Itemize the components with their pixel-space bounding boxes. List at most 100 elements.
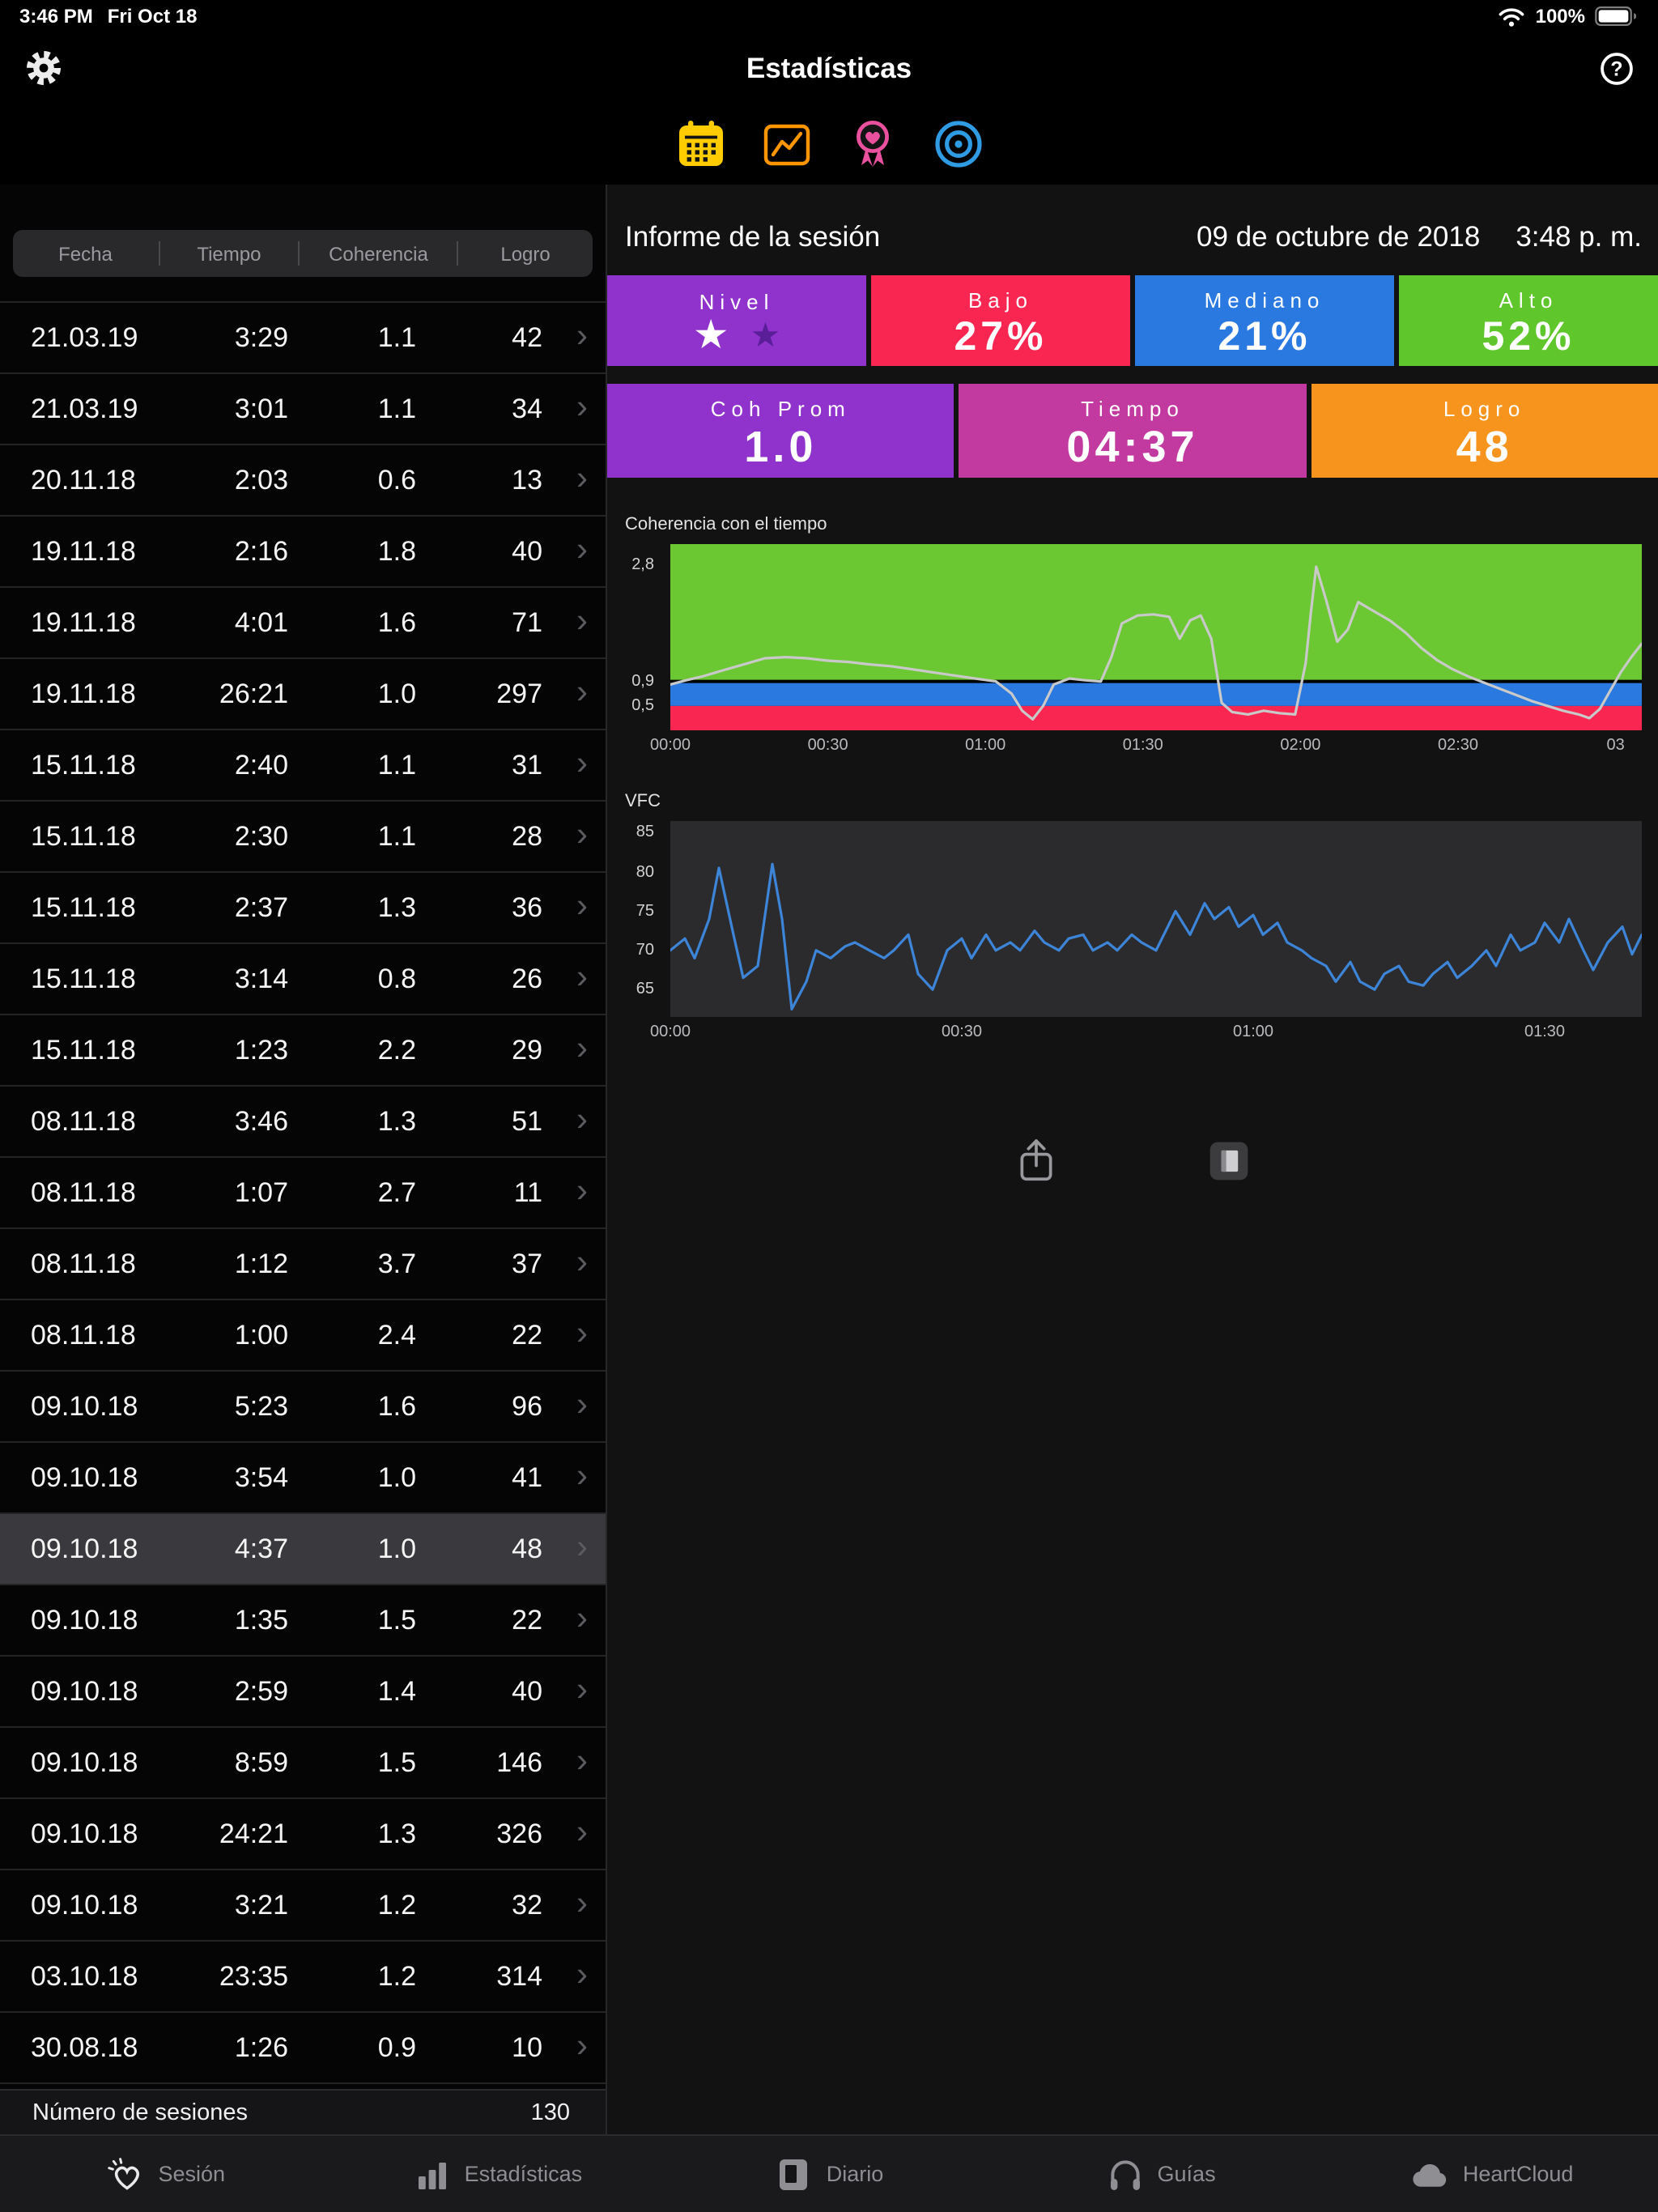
cell-fecha: 15.11.18 — [31, 820, 136, 851]
session-row[interactable]: 03.10.18 23:35 1.2 314 › — [0, 1942, 606, 2013]
session-row[interactable]: 09.10.18 3:21 1.2 32 › — [0, 1870, 606, 1942]
cell-tiempo: 2:59 — [234, 1675, 288, 1706]
subtab-goals[interactable] — [930, 117, 985, 172]
nav-bar: Estadísticas ? — [0, 32, 1658, 104]
session-row[interactable]: 09.10.18 2:59 1.4 40 › — [0, 1657, 606, 1728]
session-row[interactable]: 19.11.18 4:01 1.6 71 › — [0, 588, 606, 659]
cell-fecha: 21.03.19 — [31, 393, 138, 423]
chevron-right-icon: › — [576, 1529, 588, 1566]
cell-logro: 32 — [512, 1889, 542, 1920]
cell-fecha: 15.11.18 — [31, 749, 136, 780]
chevron-right-icon: › — [576, 1885, 588, 1922]
column-fecha[interactable]: Fecha — [58, 242, 113, 265]
stat-logro: Logro 48 — [1311, 384, 1658, 478]
tab-sesion[interactable]: Sesión — [0, 2136, 332, 2212]
stat-tiempo: Tiempo 04:37 — [959, 384, 1307, 478]
cell-logro: 48 — [512, 1533, 542, 1563]
cell-fecha: 09.10.18 — [31, 1604, 138, 1635]
coherence-plot — [669, 544, 1643, 738]
session-row[interactable]: 09.10.18 1:35 1.5 22 › — [0, 1585, 606, 1657]
subtab-progress[interactable] — [759, 117, 814, 172]
column-tiempo[interactable]: Tiempo — [197, 242, 261, 265]
cell-coherencia: 0.9 — [377, 2031, 416, 2062]
session-row[interactable]: 08.11.18 1:00 2.4 22 › — [0, 1300, 606, 1372]
tab-estadisticas[interactable]: Estadísticas — [332, 2136, 664, 2212]
cell-fecha: 15.11.18 — [31, 1034, 136, 1065]
cell-tiempo: 4:01 — [234, 606, 288, 637]
report-date: 09 de octubre de 2018 — [1197, 219, 1481, 252]
chevron-right-icon: › — [576, 1315, 588, 1352]
session-row[interactable]: 15.11.18 2:40 1.1 31 › — [0, 730, 606, 802]
tab-diario[interactable]: Diario — [663, 2136, 995, 2212]
tab-heartcloud[interactable]: HeartCloud — [1326, 2136, 1658, 2212]
cell-fecha: 09.10.18 — [31, 1533, 138, 1563]
cell-coherencia: 1.0 — [377, 1533, 416, 1563]
bar-chart-icon — [413, 2155, 452, 2193]
main-content: Fecha Tiempo Coherencia Logro 21.03.19 3:… — [0, 185, 1658, 2134]
session-count-label: Número de sesiones — [32, 2099, 248, 2125]
cell-logro: 40 — [512, 535, 542, 566]
cell-coherencia: 1.8 — [377, 535, 416, 566]
stat-value: 04:37 — [1066, 422, 1199, 470]
share-icon[interactable] — [1014, 1137, 1056, 1185]
cell-tiempo: 3:54 — [234, 1461, 288, 1492]
session-row[interactable]: 09.10.18 5:23 1.6 96 › — [0, 1372, 606, 1443]
settings-gear-icon[interactable] — [24, 49, 63, 87]
session-table-body[interactable]: 21.03.19 3:29 1.1 42 › 21.03.19 3:01 1.1 34 › 20.1… — [0, 301, 606, 2089]
session-row[interactable]: 09.10.18 4:37 1.0 48 › — [0, 1514, 606, 1585]
cell-tiempo: 8:59 — [234, 1746, 288, 1777]
session-row[interactable]: 15.11.18 3:14 0.8 26 › — [0, 944, 606, 1015]
session-row[interactable]: 09.10.18 3:54 1.0 41 › — [0, 1443, 606, 1514]
x-tick-label: 03 — [1606, 737, 1625, 755]
cell-logro: 41 — [512, 1461, 542, 1492]
session-row[interactable]: 08.11.18 1:12 3.7 37 › — [0, 1229, 606, 1300]
calendar-icon — [673, 117, 728, 172]
cell-logro: 146 — [496, 1746, 542, 1777]
session-row[interactable]: 15.11.18 1:23 2.2 29 › — [0, 1015, 606, 1087]
battery-icon — [1595, 6, 1639, 26]
journal-export-icon[interactable] — [1205, 1138, 1251, 1184]
cell-coherencia: 1.5 — [377, 1746, 416, 1777]
session-row[interactable]: 30.08.18 1:26 0.9 10 › — [0, 2013, 606, 2084]
status-bar: 3:46 PM Fri Oct 18 100% — [0, 0, 1658, 32]
session-row[interactable]: 15.11.18 2:30 1.1 28 › — [0, 802, 606, 873]
stats-row-2: Coh Prom 1.0 Tiempo 04:37 Logro 48 — [607, 384, 1658, 478]
cell-fecha: 30.08.18 — [31, 2031, 138, 2062]
tab-label: Guías — [1157, 2162, 1216, 2186]
session-count-value: 130 — [530, 2099, 570, 2125]
cell-coherencia: 1.0 — [377, 678, 416, 708]
x-tick-label: 02:30 — [1437, 737, 1479, 755]
session-row[interactable]: 19.11.18 26:21 1.0 297 › — [0, 659, 606, 730]
cell-logro: 96 — [512, 1390, 542, 1421]
session-row[interactable]: 21.03.19 3:29 1.1 42 › — [0, 303, 606, 374]
subtab-sessions[interactable] — [673, 117, 728, 172]
cell-coherencia: 1.1 — [377, 820, 416, 851]
cell-fecha: 09.10.18 — [31, 1818, 138, 1848]
session-row[interactable]: 20.11.18 2:03 0.6 13 › — [0, 445, 606, 517]
session-row[interactable]: 08.11.18 1:07 2.7 11 › — [0, 1158, 606, 1229]
column-logro[interactable]: Logro — [500, 242, 551, 265]
cell-coherencia: 1.5 — [377, 1604, 416, 1635]
session-row[interactable]: 09.10.18 8:59 1.5 146 › — [0, 1728, 606, 1799]
session-row[interactable]: 08.11.18 3:46 1.3 51 › — [0, 1087, 606, 1158]
tab-guias[interactable]: Guías — [995, 2136, 1327, 2212]
stat-label: Logro — [1443, 396, 1526, 420]
target-icon — [930, 117, 985, 172]
session-row[interactable]: 15.11.18 2:37 1.3 36 › — [0, 873, 606, 944]
chevron-right-icon: › — [576, 1814, 588, 1851]
session-row[interactable]: 19.11.18 2:16 1.8 40 › — [0, 517, 606, 588]
headphones-icon — [1106, 2155, 1145, 2193]
cell-tiempo: 3:21 — [234, 1889, 288, 1920]
chevron-right-icon: › — [576, 389, 588, 426]
stat-label: Alto — [1499, 287, 1558, 312]
column-coherencia[interactable]: Coherencia — [329, 242, 428, 265]
subtab-awards[interactable] — [844, 117, 899, 172]
cell-fecha: 09.10.18 — [31, 1746, 138, 1777]
session-row[interactable]: 21.03.19 3:01 1.1 34 › — [0, 374, 606, 445]
cell-logro: 11 — [513, 1176, 542, 1207]
session-row[interactable]: 09.10.18 24:21 1.3 326 › — [0, 1799, 606, 1870]
chevron-right-icon: › — [576, 602, 588, 640]
cell-fecha: 08.11.18 — [31, 1105, 136, 1136]
help-icon[interactable]: ? — [1600, 51, 1634, 85]
cell-tiempo: 24:21 — [219, 1818, 288, 1848]
